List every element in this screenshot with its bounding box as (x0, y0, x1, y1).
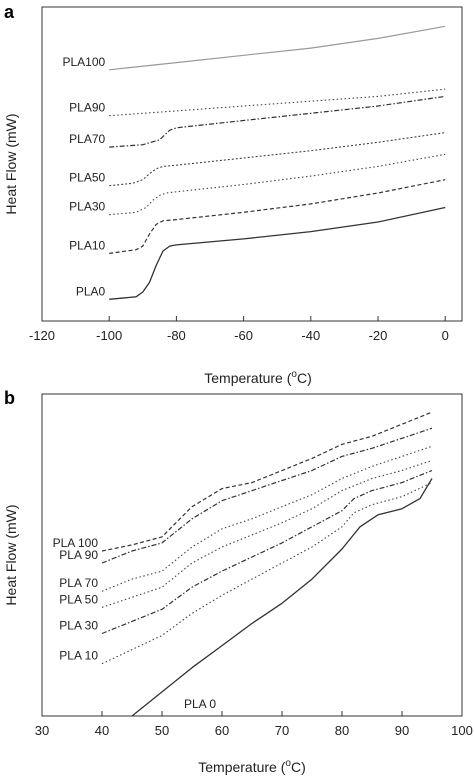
panel-a-x-tick-label: -120 (29, 328, 55, 343)
panel-b-series-label: PLA 90 (59, 548, 98, 562)
panel-a-series-line (109, 206, 446, 300)
panel-b-x-tick-label: 50 (155, 723, 169, 738)
panel-a-series (109, 25, 446, 300)
panel-b-series-line (101, 427, 433, 564)
panel-a: a -120 -100 -80 -60 -40 -20 0 PLA100 PLA90 PLA70… (3, 2, 463, 386)
panel-a-x-axis-title: Temperature (oC) (204, 369, 312, 386)
panel-a-x-tick-label: 0 (442, 328, 449, 343)
panel-a-series-labels: PLA100 PLA90 PLA70 PLA50 PLA30 PLA10 PLA0 (62, 55, 105, 298)
panel-b-series-label: PLA 70 (59, 576, 98, 590)
panel-b-series-line (101, 482, 433, 665)
panel-b-series-label: PLA 100 (53, 536, 99, 550)
panel-b-series-label: PLA 0 (184, 697, 216, 711)
panel-b-x-tick-label: 90 (395, 723, 409, 738)
panel-a-x-ticks: -120 -100 -80 -60 -40 -20 0 (29, 316, 449, 343)
panel-b-x-ticks: 30 40 50 60 70 80 90 100 (35, 711, 473, 738)
panel-b-letter: b (4, 388, 15, 408)
panel-b-x-tick-label: 100 (451, 723, 473, 738)
panel-a-series-line (109, 25, 446, 71)
panel-a-series-label: PLA10 (69, 238, 105, 252)
panel-b-x-tick-label: 80 (335, 723, 349, 738)
panel-a-series-line (109, 88, 446, 117)
panel-b-series-line (131, 478, 433, 717)
panel-a-series-line (109, 179, 446, 254)
panel-a-y-axis-title: Heat Flow (mW) (3, 113, 19, 214)
panel-a-series-label: PLA100 (62, 55, 105, 69)
panel-a-x-tick-label: -80 (167, 328, 186, 343)
panel-a-series-label: PLA50 (69, 171, 105, 185)
panel-a-x-tick-label: -60 (234, 328, 253, 343)
panel-a-x-tick-label: -20 (369, 328, 388, 343)
panel-a-letter: a (4, 2, 15, 22)
panel-b-series-line (101, 459, 433, 608)
panel-a-series-label: PLA90 (69, 101, 105, 115)
panel-b-series-label: PLA 30 (59, 618, 98, 632)
panel-b-x-tick-label: 60 (215, 723, 229, 738)
panel-b-series-line (101, 445, 433, 592)
panel-b-x-tick-label: 40 (95, 723, 109, 738)
panel-b-frame (41, 393, 463, 717)
panel-a-series-label: PLA70 (69, 132, 105, 146)
panel-b-series-line (101, 411, 433, 552)
panel-b-series-line (101, 469, 433, 635)
panel-a-series-line (109, 132, 446, 187)
panel-b-x-tick-label: 70 (275, 723, 289, 738)
panel-a-series-line (109, 153, 446, 216)
panel-b-series (101, 411, 433, 717)
panel-a-series-label: PLA0 (76, 284, 106, 298)
panel-b-series-label: PLA 50 (59, 592, 98, 606)
panel-b-series-label: PLA 10 (59, 649, 98, 663)
panel-a-x-tick-label: -40 (301, 328, 320, 343)
panel-b-x-axis-title: Temperature (oC) (198, 758, 306, 775)
panel-a-series-label: PLA30 (69, 200, 105, 214)
panel-a-frame (41, 6, 463, 322)
panel-b-y-axis-title: Heat Flow (mW) (3, 504, 19, 605)
panel-b-x-tick-label: 30 (35, 723, 49, 738)
panel-a-x-tick-label: -100 (96, 328, 122, 343)
panel-a-series-line (109, 95, 446, 148)
